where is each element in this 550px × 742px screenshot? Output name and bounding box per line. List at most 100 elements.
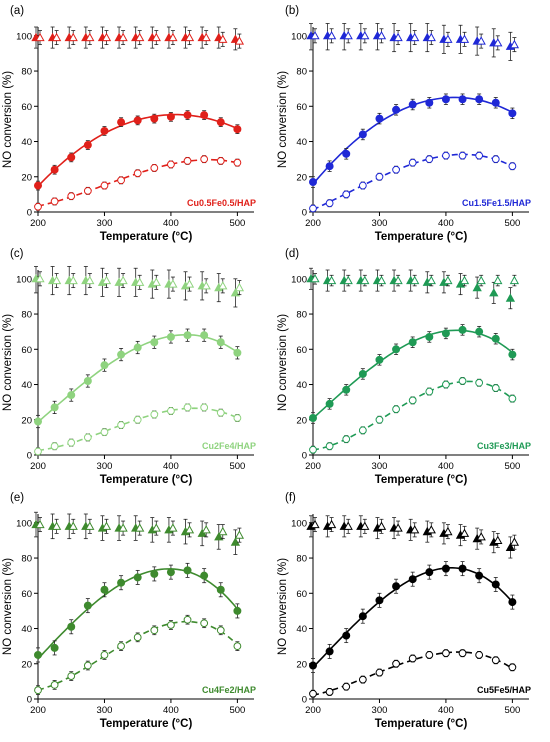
y-tick-label: 80 — [21, 310, 32, 321]
data-point-open-circle — [117, 421, 125, 429]
chart-panel-e: 0 20 40 60 80 100 200 300 400 500 Temperature (°C)… — [2, 492, 256, 730]
data-point-filled-circle — [200, 111, 209, 120]
data-point-open-circle — [34, 686, 42, 695]
data-point-filled-circle — [475, 571, 484, 580]
y-tick-label: 40 — [21, 137, 32, 148]
series-open-triangle — [35, 30, 245, 49]
data-point-open-circle — [358, 675, 367, 684]
data-point-open-circle — [342, 435, 351, 444]
data-point-filled-circle — [133, 116, 142, 125]
data-point-filled-circle — [375, 596, 384, 605]
data-point-open-circle — [309, 204, 317, 213]
y-tick-label: 40 — [296, 380, 307, 391]
y-tick-label: 0 — [302, 451, 307, 462]
data-point-open-triangle — [118, 32, 128, 42]
data-point-open-circle — [133, 415, 142, 424]
data-point-open-triangle — [410, 275, 420, 285]
data-point-filled-circle — [200, 331, 209, 340]
data-point-open-triangle — [376, 30, 387, 40]
data-point-filled-circle — [183, 111, 192, 120]
data-point-open-triangle — [360, 275, 370, 285]
y-axis-title: NO conversion (%) — [277, 558, 289, 655]
x-tick-label: 200 — [30, 218, 46, 229]
data-point-filled-circle — [117, 578, 126, 587]
data-point-filled-circle — [150, 569, 159, 578]
data-point-open-triangle — [443, 34, 453, 43]
data-point-open-triangle — [101, 275, 112, 285]
data-point-filled-circle — [441, 564, 450, 573]
data-point-filled-circle — [508, 350, 517, 359]
data-point-open-triangle — [476, 532, 486, 541]
y-tick-label: 0 — [27, 208, 32, 219]
data-point-filled-circle — [325, 162, 334, 171]
data-point-open-triangle — [493, 535, 503, 544]
panel-label: (d) — [285, 248, 299, 260]
data-point-open-circle — [34, 202, 42, 211]
data-point-open-triangle — [376, 275, 387, 285]
data-point-filled-circle — [342, 149, 351, 158]
data-point-open-circle — [475, 651, 484, 659]
data-point-open-circle — [67, 192, 76, 201]
data-point-filled-circle — [475, 95, 484, 104]
data-point-open-circle — [167, 160, 175, 169]
y-axis-title: NO conversion (%) — [277, 71, 289, 168]
data-point-open-triangle — [343, 30, 353, 40]
data-point-open-triangle — [35, 273, 45, 283]
y-tick-label: 40 — [296, 137, 307, 148]
x-tick-label: 500 — [229, 218, 245, 229]
data-point-open-circle — [408, 158, 417, 167]
x-tick-label: 400 — [438, 461, 454, 472]
data-point-open-triangle — [184, 525, 195, 534]
data-point-open-circle — [508, 663, 517, 672]
data-point-open-circle — [50, 681, 59, 689]
x-axis-title: Temperature (°C) — [100, 474, 193, 486]
y-tick-label: 80 — [296, 67, 307, 78]
data-point-filled-circle — [441, 329, 450, 338]
data-point-open-triangle — [184, 32, 195, 42]
sample-label: Cu3Fe3/HAP — [477, 441, 531, 451]
y-tick-label: 40 — [21, 624, 32, 635]
data-point-filled-circle — [133, 343, 142, 352]
data-point-open-triangle — [393, 275, 403, 285]
data-point-open-circle — [100, 181, 109, 190]
series-open-circle — [34, 614, 242, 695]
data-point-open-circle — [458, 649, 467, 658]
y-tick-label: 0 — [27, 695, 32, 706]
data-point-filled-circle — [150, 114, 159, 123]
y-tick-label: 20 — [21, 172, 32, 183]
y-tick-label: 100 — [16, 274, 32, 285]
data-point-filled-circle — [100, 361, 109, 370]
data-point-open-triangle — [68, 32, 78, 42]
data-point-open-circle — [233, 414, 242, 422]
data-point-filled-circle — [183, 566, 192, 575]
data-point-filled-circle — [83, 601, 92, 610]
data-point-open-triangle — [326, 30, 337, 40]
data-point-filled-circle — [342, 631, 351, 640]
data-point-open-circle — [358, 426, 367, 435]
data-point-open-triangle — [201, 525, 211, 534]
data-point-open-circle — [342, 682, 351, 691]
x-tick-label: 300 — [372, 705, 388, 716]
data-point-open-circle — [375, 668, 384, 677]
data-point-filled-triangle — [214, 532, 224, 541]
series-open-triangle — [310, 273, 520, 287]
fit-line-dashed — [37, 620, 238, 691]
data-point-filled-circle — [458, 325, 467, 334]
data-point-filled-circle — [408, 575, 417, 584]
data-point-open-triangle — [201, 32, 211, 42]
data-point-open-triangle — [360, 30, 370, 40]
data-point-open-triangle — [310, 30, 320, 40]
data-point-open-circle — [183, 157, 192, 165]
panel-label: (f) — [285, 492, 296, 504]
data-point-open-circle — [183, 615, 192, 624]
data-point-open-circle — [392, 659, 400, 668]
data-point-open-triangle — [410, 525, 420, 534]
x-axis-title: Temperature (°C) — [375, 718, 468, 730]
data-point-filled-circle — [166, 568, 175, 577]
data-point-open-circle — [442, 380, 450, 389]
data-point-open-triangle — [234, 36, 245, 45]
data-point-filled-circle — [441, 95, 450, 104]
y-tick-label: 40 — [21, 380, 32, 391]
data-point-filled-circle — [425, 568, 434, 577]
